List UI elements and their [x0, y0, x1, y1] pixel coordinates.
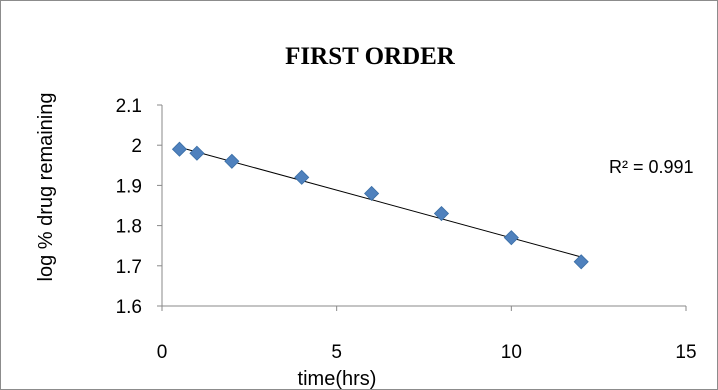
- x-tick-label: 10: [501, 342, 522, 363]
- y-tick-label: 1.8: [116, 217, 142, 238]
- data-point: [573, 254, 589, 270]
- data-point: [171, 141, 188, 157]
- axes: [157, 104, 687, 311]
- linear-trendline: [179, 146, 582, 258]
- data-point: [294, 169, 310, 185]
- data-point: [364, 185, 380, 202]
- x-tick-label: 0: [157, 342, 168, 363]
- x-tick-labels: 0 5 10 15: [157, 342, 697, 363]
- y-tick-label: 1.6: [116, 297, 142, 318]
- x-tick-label: 5: [331, 342, 342, 363]
- chart-title: FIRST ORDER: [285, 43, 456, 70]
- y-tick-label: 1.7: [116, 257, 142, 278]
- data-points: [171, 141, 589, 270]
- r-squared-annotation: R² = 0.991: [609, 157, 694, 177]
- data-point: [433, 205, 450, 222]
- x-axis-title: time(hrs): [298, 368, 377, 389]
- data-point: [189, 145, 205, 161]
- x-tick-label: 15: [675, 342, 696, 363]
- trendline-group: [179, 146, 582, 258]
- y-tick-label: 2: [131, 136, 142, 157]
- data-point: [224, 153, 240, 169]
- y-tick-label: 1.9: [116, 176, 142, 197]
- y-tick-label: 2.1: [116, 96, 142, 117]
- data-point: [503, 230, 519, 246]
- y-tick-labels: 1.6 1.7 1.8 1.9 2 2.1: [116, 96, 142, 318]
- y-axis-title: log % drug remaining: [35, 93, 57, 282]
